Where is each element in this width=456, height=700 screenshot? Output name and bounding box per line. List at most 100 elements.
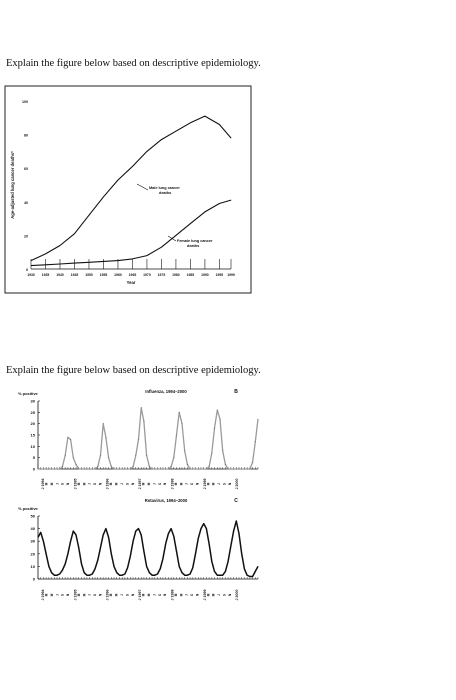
influenza-data-point: [53, 468, 55, 470]
rotavirus-month-letter: M: [212, 593, 216, 596]
x-tick-label: 1990: [201, 273, 209, 277]
influenza-data-point: [48, 468, 50, 470]
rotavirus-data-point: [146, 566, 147, 567]
rotavirus-data-point: [244, 568, 245, 570]
data-point: [59, 263, 61, 265]
data-point: [74, 262, 75, 264]
influenza-data-point: [127, 468, 128, 470]
influenza-month-letter: M: [147, 482, 151, 485]
rotavirus-data-point: [219, 574, 221, 576]
rotavirus-data-point: [214, 571, 215, 572]
data-point: [161, 246, 162, 248]
influenza-data-point: [211, 452, 213, 454]
rotavirus-data-point: [192, 567, 194, 568]
influenza-panel-label: B: [234, 389, 238, 395]
rotavirus-year-label: J 1994: [41, 590, 45, 601]
influenza-data-point: [143, 421, 145, 422]
rotavirus-data-point: [249, 576, 251, 577]
rotavirus-month-letter: N: [99, 593, 103, 596]
influenza-data-point: [92, 468, 93, 470]
x-tick-label: 1945: [71, 273, 79, 277]
female-annotation-label-2: deaths: [187, 244, 199, 248]
rotavirus-year-label: J 1999: [203, 590, 207, 601]
influenza-data-point: [203, 468, 204, 470]
rotavirus-data-point: [176, 550, 177, 552]
influenza-data-point: [189, 468, 191, 470]
rotavirus-y-tick-label: 30: [31, 539, 36, 544]
influenza-data-point: [73, 457, 74, 458]
influenza-y-tick-label: 20: [31, 421, 36, 426]
rotavirus-data-point: [241, 553, 243, 555]
influenza-data-point: [197, 468, 199, 470]
influenza-year-label: J 1996: [106, 479, 110, 490]
rotavirus-data-point: [59, 573, 61, 575]
y-axis-label: Age-adjusted lung cancer deaths*: [10, 151, 15, 219]
rotavirus-y-tick-label: 20: [31, 551, 36, 556]
rotavirus-data-point: [108, 537, 109, 538]
rotavirus-data-point: [97, 559, 99, 561]
rotavirus-data-point: [111, 553, 112, 555]
influenza-data-point: [67, 436, 69, 438]
rotavirus-data-point: [70, 540, 71, 542]
rotavirus-data-point: [67, 553, 69, 555]
data-point: [230, 199, 232, 201]
rotavirus-year-label: J 1998: [170, 590, 174, 601]
influenza-data-point: [195, 468, 196, 470]
influenza-y-tick-label: 15: [31, 433, 36, 438]
influenza-data-point: [168, 468, 169, 470]
rotavirus-data-point: [227, 561, 229, 562]
data-point: [45, 253, 46, 255]
x-tick-label: 1970: [143, 273, 151, 277]
influenza-month-letter: N: [196, 482, 200, 485]
influenza-month-letter: M: [142, 482, 146, 485]
rotavirus-data-point: [43, 540, 44, 542]
rotavirus-data-point: [235, 520, 237, 522]
rotavirus-month-letter: S: [190, 594, 194, 596]
data-point: [117, 260, 119, 261]
influenza-data-point: [135, 455, 137, 456]
influenza-data-point: [108, 457, 109, 458]
influenza-data-point: [176, 434, 177, 436]
influenza-data-point: [94, 468, 96, 470]
rotavirus-month-letter: S: [158, 594, 162, 596]
rotavirus-data-point: [75, 534, 77, 536]
influenza-data-point: [225, 464, 226, 465]
influenza-data-point: [40, 468, 42, 470]
influenza-data-point: [208, 466, 210, 468]
influenza-month-letter: N: [99, 482, 103, 485]
rotavirus-month-letter: J: [120, 594, 124, 596]
influenza-year-label: J 1998: [170, 479, 174, 490]
data-point: [132, 166, 133, 167]
rotavirus-data-point: [89, 574, 90, 576]
x-tick-label: 1975: [158, 273, 166, 277]
rotavirus-y-tick-label: 10: [31, 564, 36, 569]
rotavirus-month-letter: N: [228, 593, 232, 596]
rotavirus-panel-label: C: [234, 498, 238, 504]
influenza-year-label: J 1997: [138, 479, 142, 490]
rotavirus-data-point: [178, 566, 180, 567]
influenza-month-letter: N: [131, 482, 135, 485]
influenza-y-axis-label: % positive: [18, 391, 39, 396]
rotavirus-data-point: [170, 528, 172, 529]
rotavirus-year-label: J 1996: [106, 590, 110, 601]
influenza-data-point: [78, 468, 80, 470]
rotavirus-month-letter: M: [174, 593, 178, 596]
influenza-data-point: [238, 468, 240, 470]
data-point: [161, 139, 162, 140]
influenza-data-point: [121, 468, 123, 470]
rotavirus-data-point: [181, 572, 183, 573]
rotavirus-month-letter: J: [88, 594, 92, 596]
rotavirus-data-point: [159, 568, 161, 570]
rotavirus-data-point: [211, 561, 213, 562]
rotavirus-month-letter: N: [66, 593, 70, 596]
influenza-month-letter: M: [174, 482, 178, 485]
data-point: [74, 233, 75, 235]
influenza-month-letter: S: [61, 483, 65, 485]
influenza-data-point: [214, 427, 215, 429]
rotavirus-data-point: [81, 563, 82, 565]
data-point: [88, 261, 90, 263]
rotavirus-month-letter: M: [82, 593, 86, 596]
influenza-data-point: [230, 468, 232, 470]
male-annotation-label: Male lung cancer: [149, 186, 180, 190]
